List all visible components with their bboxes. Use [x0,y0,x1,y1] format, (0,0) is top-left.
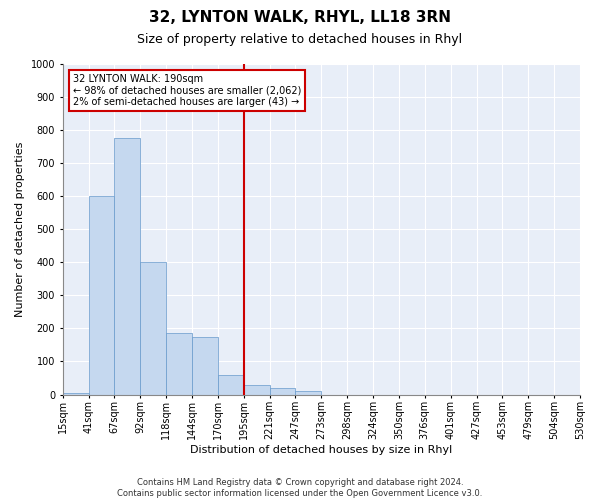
Bar [218,374,244,394]
Bar [269,388,295,394]
Text: 32, LYNTON WALK, RHYL, LL18 3RN: 32, LYNTON WALK, RHYL, LL18 3RN [149,10,451,25]
Bar [115,138,140,394]
Text: Size of property relative to detached houses in Rhyl: Size of property relative to detached ho… [137,32,463,46]
Text: Contains HM Land Registry data © Crown copyright and database right 2024.
Contai: Contains HM Land Registry data © Crown c… [118,478,482,498]
Bar [295,391,322,394]
X-axis label: Distribution of detached houses by size in Rhyl: Distribution of detached houses by size … [190,445,452,455]
Bar [192,336,218,394]
Bar [62,393,89,394]
Bar [140,262,166,394]
Y-axis label: Number of detached properties: Number of detached properties [15,142,25,317]
Bar [166,334,192,394]
Bar [89,196,115,394]
Text: 32 LYNTON WALK: 190sqm
← 98% of detached houses are smaller (2,062)
2% of semi-d: 32 LYNTON WALK: 190sqm ← 98% of detached… [73,74,301,107]
Bar [244,384,269,394]
